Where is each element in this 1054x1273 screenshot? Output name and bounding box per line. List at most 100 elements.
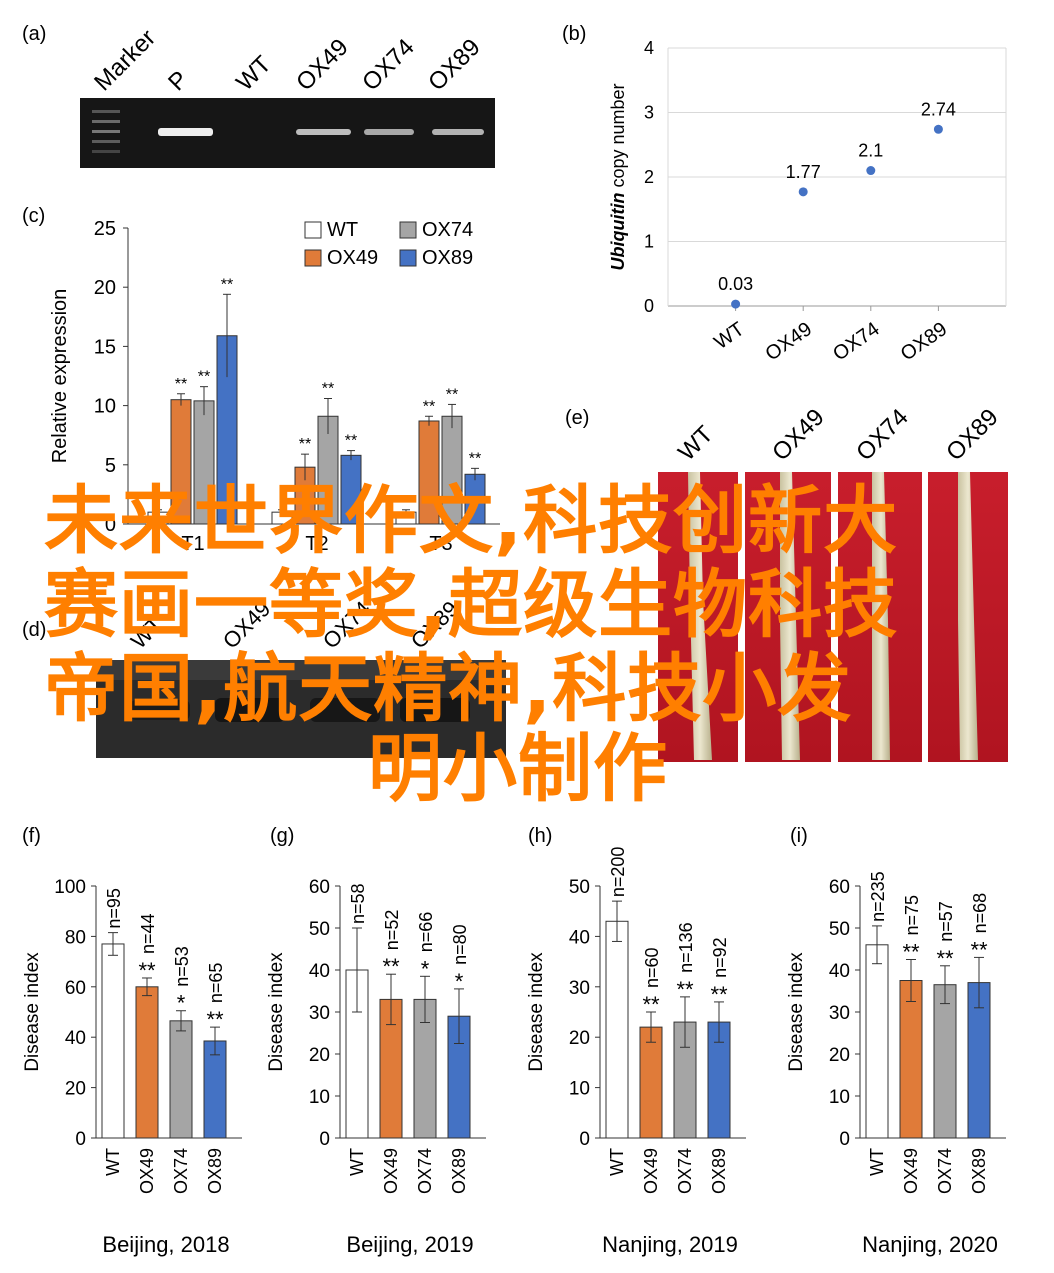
legend-swatch — [304, 249, 322, 267]
data-point — [798, 187, 808, 197]
n-label: n=136 — [676, 922, 696, 973]
gel-a-lane-label: OX49 — [291, 34, 353, 96]
x-tick-label: WT — [607, 1148, 627, 1176]
significance-mark: ** — [138, 958, 156, 983]
bar — [203, 1040, 227, 1139]
significance-mark: * — [421, 956, 430, 981]
significance-mark: ** — [936, 946, 954, 971]
significance-mark: ** — [299, 436, 311, 453]
data-label: 2.1 — [858, 141, 883, 161]
panel-label-d: (d) — [22, 619, 46, 641]
legend-label: OX74 — [422, 219, 473, 241]
y-tick-label: 20 — [65, 1079, 86, 1100]
y-tick-label: 50 — [569, 877, 590, 898]
y-axis-label: Relative expression — [49, 289, 71, 464]
y-axis-label: Ubiquitin copy number — [608, 83, 628, 270]
significance-mark: ** — [198, 369, 210, 386]
legend-label: WT — [327, 219, 358, 241]
significance-mark: * — [177, 991, 186, 1016]
photo-e-label: OX74 — [851, 404, 913, 466]
x-axis-label: Nanjing, 2020 — [862, 1232, 998, 1257]
y-axis-label: Disease index — [786, 952, 807, 1072]
y-tick-label: 40 — [829, 961, 850, 982]
bar — [193, 400, 215, 525]
n-label: n=65 — [206, 963, 226, 1004]
gel-a-lane-label: WT — [231, 51, 277, 97]
y-tick-label: 10 — [829, 1087, 850, 1108]
bar — [899, 980, 923, 1139]
legend-swatch — [399, 249, 417, 267]
bar — [170, 399, 192, 525]
x-tick-label: OX49 — [137, 1148, 157, 1194]
y-tick-label: 0 — [319, 1129, 330, 1150]
y-tick-label: 0 — [839, 1129, 850, 1150]
bar — [169, 1020, 193, 1139]
significance-mark: ** — [175, 376, 187, 393]
n-label: n=66 — [416, 912, 436, 953]
n-label: n=60 — [642, 947, 662, 988]
gel-a-lane-labels: Marker P WT OX49 OX74 OX89 — [89, 24, 485, 96]
photo-e-label: OX89 — [941, 404, 1003, 466]
significance-mark: ** — [345, 433, 357, 450]
bar — [101, 943, 125, 1139]
x-axis-label: Beijing, 2018 — [102, 1232, 229, 1257]
x-tick-label: OX74 — [829, 318, 884, 365]
significance-mark: ** — [970, 937, 988, 962]
y-axis-label-italic: Ubiquitin — [608, 193, 628, 271]
panel-label-b: (b) — [562, 23, 586, 45]
legend-swatch — [399, 221, 417, 239]
x-tick-label: T2 — [305, 533, 328, 555]
x-axis-label: Beijing, 2019 — [346, 1232, 473, 1257]
y-tick-label: 20 — [829, 1045, 850, 1066]
gel-a-lane-label: OX74 — [357, 34, 419, 96]
x-tick-label: OX49 — [641, 1148, 661, 1194]
bar — [135, 986, 159, 1139]
n-label: n=57 — [936, 901, 956, 942]
n-label: n=95 — [104, 888, 124, 929]
panel-label-e: (e) — [565, 407, 589, 429]
x-axis-label: Nanjing, 2019 — [602, 1232, 738, 1257]
y-axis-label: Disease index — [266, 952, 287, 1072]
n-label: n=235 — [868, 871, 888, 922]
n-label: n=58 — [348, 883, 368, 924]
data-label: 0.03 — [718, 274, 753, 294]
x-tick-label: WT — [103, 1148, 123, 1176]
data-point — [731, 299, 741, 309]
y-tick-label: 10 — [569, 1079, 590, 1100]
bar — [639, 1026, 663, 1139]
y-tick-label: 2 — [644, 167, 654, 187]
n-label: n=52 — [382, 910, 402, 951]
data-label: 1.77 — [786, 162, 821, 182]
gel-d-lane-labels: WT OX49 OX74 OX89 — [126, 596, 463, 653]
significance-mark: ** — [710, 982, 728, 1007]
x-tick-label: OX74 — [675, 1148, 695, 1194]
x-tick-label: WT — [710, 318, 748, 354]
n-label: n=53 — [172, 946, 192, 987]
x-tick-label: T3 — [429, 533, 452, 555]
x-tick-label: OX89 — [205, 1148, 225, 1194]
panel-label-i: (i) — [790, 825, 808, 847]
x-tick-label: WT — [347, 1148, 367, 1176]
x-tick-label: T1 — [181, 533, 204, 555]
chart-f: 0 20 40 60 80 100 Disease index WT n=95 OX49 ** n=4… — [22, 877, 242, 1257]
x-tick-label: WT — [867, 1148, 887, 1176]
bar — [605, 920, 629, 1139]
y-tick-label: 20 — [309, 1045, 330, 1066]
gel-a-lane-label: OX89 — [423, 34, 485, 96]
legend-swatch — [304, 221, 322, 239]
legend-label: OX49 — [327, 247, 378, 269]
significance-mark: ** — [676, 977, 694, 1002]
panel-label-h: (h) — [528, 825, 552, 847]
significance-mark: ** — [423, 398, 435, 415]
n-label: n=75 — [902, 895, 922, 936]
y-tick-label: 50 — [829, 919, 850, 940]
photo-e-label: OX49 — [767, 404, 829, 466]
x-tick-label: OX74 — [415, 1148, 435, 1194]
y-tick-label: 60 — [829, 877, 850, 898]
bar — [340, 454, 362, 525]
y-tick-label: 30 — [309, 1003, 330, 1024]
bar — [865, 944, 889, 1139]
chart-h: 0 10 20 30 40 50 Disease index WT n=200 OX49 ** n=6… — [526, 847, 746, 1257]
x-tick-label: OX89 — [709, 1148, 729, 1194]
